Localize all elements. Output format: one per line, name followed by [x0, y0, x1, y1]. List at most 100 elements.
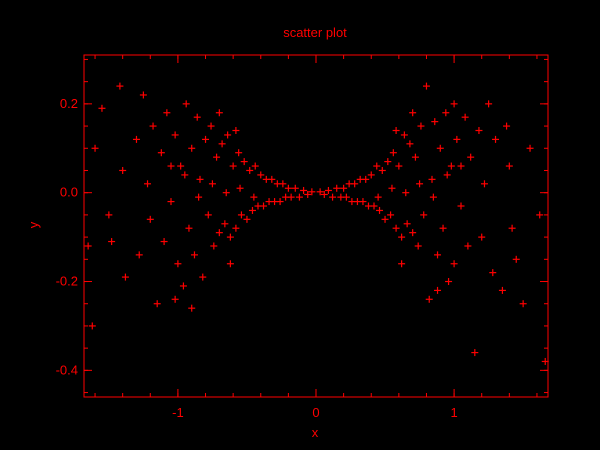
scatter-point — [374, 193, 382, 201]
scatter-point — [284, 184, 292, 192]
x-tick-label: -1 — [172, 405, 184, 420]
scatter-point — [167, 162, 175, 170]
scatter-point — [378, 166, 386, 174]
scatter-point — [417, 122, 425, 130]
scatter-point — [457, 202, 465, 210]
scatter-point — [464, 242, 472, 250]
scatter-point — [345, 180, 353, 188]
scatter-point — [457, 162, 465, 170]
scatter-point — [398, 233, 406, 241]
scatter-point — [207, 122, 215, 130]
scatter-point — [157, 149, 165, 157]
scatter-point — [291, 184, 299, 192]
scatter-point — [329, 193, 337, 201]
scatter-point — [467, 153, 475, 161]
scatter-point — [188, 304, 196, 312]
scatter-point — [392, 224, 400, 232]
scatter-point — [179, 282, 187, 290]
scatter-point — [257, 171, 265, 179]
scatter-point — [174, 260, 182, 268]
scatter-point — [414, 242, 422, 250]
scatter-point — [210, 242, 218, 250]
chart-title: scatter plot — [283, 25, 347, 40]
scatter-point — [246, 166, 254, 174]
scatter-point — [387, 211, 395, 219]
scatter-point — [443, 171, 451, 179]
scatter-point — [232, 224, 240, 232]
scatter-point — [416, 180, 424, 188]
scatter-point — [503, 122, 511, 130]
scatter-point — [389, 149, 397, 157]
scatter-point — [411, 153, 419, 161]
scatter-point — [188, 144, 196, 152]
scatter-point — [400, 131, 408, 139]
scatter-point — [146, 215, 154, 223]
scatter-point — [202, 135, 210, 143]
scatter-point — [425, 295, 433, 303]
scatter-point — [171, 131, 179, 139]
scatter-point — [485, 100, 493, 108]
scatter-point — [229, 162, 237, 170]
scatter-point — [402, 189, 410, 197]
scatter-point — [287, 193, 295, 201]
scatter-point — [243, 215, 251, 223]
scatter-point — [519, 300, 527, 308]
scatter-point — [153, 300, 161, 308]
scatter-point — [316, 188, 324, 196]
scatter-point — [208, 180, 216, 188]
scatter-point — [442, 109, 450, 117]
scatter-point — [333, 184, 341, 192]
scatter-point — [121, 273, 129, 281]
scatter-point — [388, 184, 396, 192]
scatter-point — [149, 122, 157, 130]
scatter-point — [340, 184, 348, 192]
scatter-point — [428, 175, 436, 183]
scatter-point — [498, 286, 506, 294]
scatter-point — [381, 215, 389, 223]
scatter-point — [98, 104, 106, 112]
scatter-point — [237, 211, 245, 219]
scatter-point — [450, 260, 458, 268]
scatter-point — [461, 113, 469, 121]
scatter-point — [364, 202, 372, 210]
scatter-point — [221, 220, 229, 228]
scatter-point — [337, 193, 345, 201]
plot-border — [83, 54, 549, 398]
scatter-point — [295, 193, 303, 201]
scatter-point — [320, 190, 328, 198]
scatter-point — [163, 109, 171, 117]
scatter-point — [436, 144, 444, 152]
scatter-point — [91, 144, 99, 152]
scatter-point — [409, 229, 417, 237]
scatter-point — [541, 357, 549, 365]
scatter-point — [232, 127, 240, 135]
scatter-point — [445, 278, 453, 286]
scatter-point — [439, 224, 447, 232]
scatter-point — [167, 198, 175, 206]
scatter-point — [480, 180, 488, 188]
scatter-point — [276, 198, 284, 206]
scatter-point — [88, 322, 96, 330]
scatter-point — [447, 162, 455, 170]
scatter-point — [235, 149, 243, 157]
scatter-point — [116, 82, 124, 90]
y-ticks: -0.4 -0.2 0.0 0.2 — [56, 58, 548, 394]
scatter-point — [526, 144, 534, 152]
scatter-point — [260, 202, 268, 210]
data-points — [84, 82, 549, 365]
scatter-point — [204, 211, 212, 219]
scatter-point — [105, 211, 113, 219]
scatter-point — [135, 251, 143, 259]
scatter-point — [139, 91, 147, 99]
scatter-point — [181, 171, 189, 179]
x-tick-label: 1 — [450, 405, 457, 420]
scatter-point — [505, 162, 513, 170]
scatter-point — [384, 158, 392, 166]
scatter-point — [236, 184, 244, 192]
scatter-point — [196, 175, 204, 183]
scatter-point — [395, 162, 403, 170]
scatter-point — [226, 233, 234, 241]
scatter-point — [406, 140, 414, 148]
scatter-point — [248, 206, 256, 214]
